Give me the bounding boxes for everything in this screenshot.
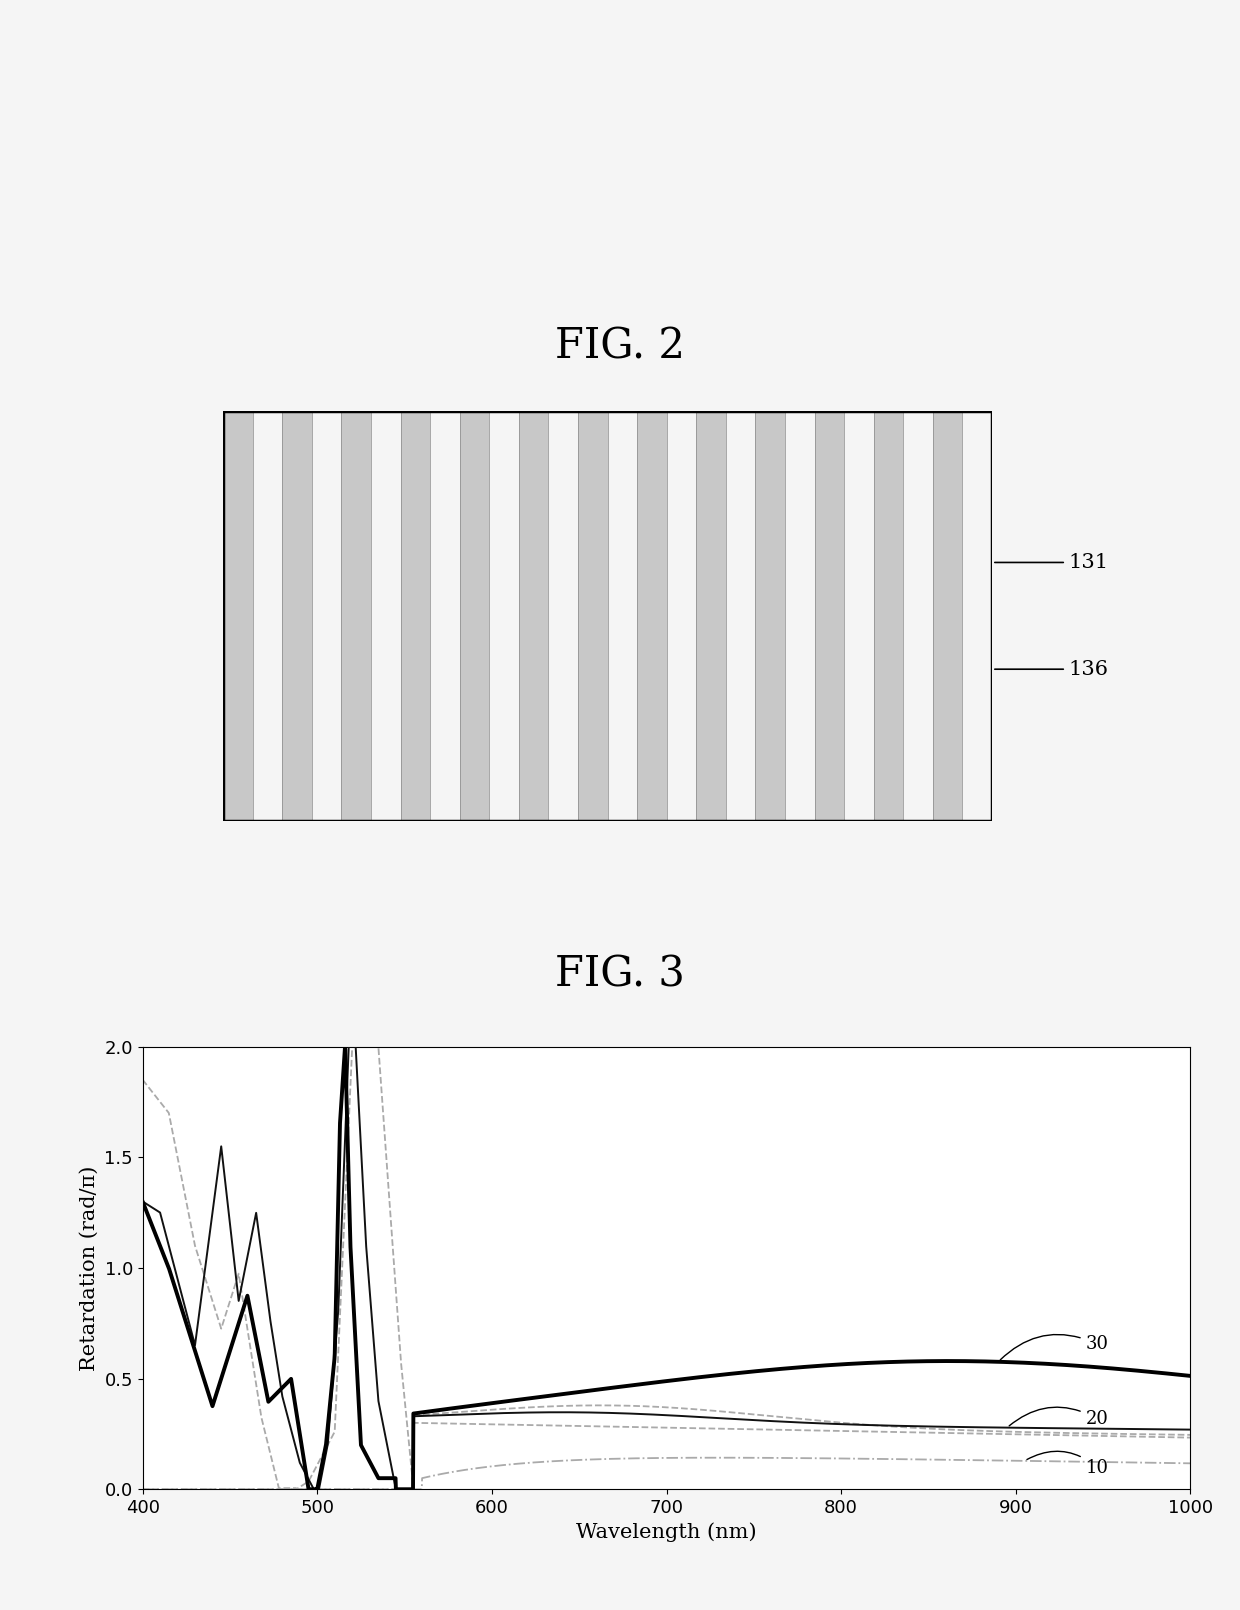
- Y-axis label: Retardation (rad/π): Retardation (rad/π): [79, 1166, 99, 1370]
- Bar: [637, 411, 667, 821]
- Text: FIG. 3: FIG. 3: [556, 953, 684, 995]
- Bar: [874, 411, 903, 821]
- Bar: [725, 411, 755, 821]
- Bar: [785, 411, 815, 821]
- Bar: [371, 411, 401, 821]
- Bar: [578, 411, 608, 821]
- Text: 30: 30: [1001, 1335, 1109, 1360]
- Bar: [548, 411, 578, 821]
- Bar: [667, 411, 697, 821]
- Text: 136: 136: [994, 660, 1109, 679]
- Text: 20: 20: [1009, 1407, 1109, 1428]
- Bar: [518, 411, 548, 821]
- Bar: [932, 411, 962, 821]
- Bar: [283, 411, 312, 821]
- Text: FIG. 2: FIG. 2: [556, 325, 684, 367]
- Bar: [755, 411, 785, 821]
- Text: 10: 10: [1027, 1451, 1109, 1476]
- Bar: [844, 411, 874, 821]
- Bar: [312, 411, 341, 821]
- Bar: [223, 411, 253, 821]
- Bar: [341, 411, 371, 821]
- Bar: [903, 411, 932, 821]
- Bar: [697, 411, 725, 821]
- Bar: [430, 411, 460, 821]
- Bar: [253, 411, 283, 821]
- Bar: [962, 411, 992, 821]
- Bar: [608, 411, 637, 821]
- Bar: [401, 411, 430, 821]
- Bar: [490, 411, 518, 821]
- Bar: [815, 411, 844, 821]
- X-axis label: Wavelength (nm): Wavelength (nm): [577, 1523, 756, 1542]
- Text: 131: 131: [994, 552, 1109, 572]
- Bar: [460, 411, 490, 821]
